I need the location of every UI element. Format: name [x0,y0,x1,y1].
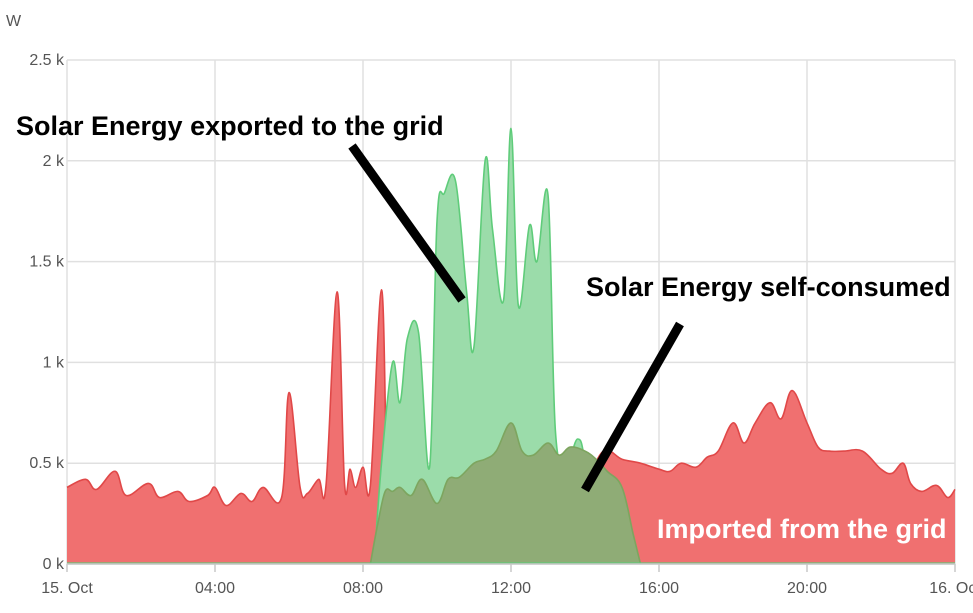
line-self_consumed [369,422,642,565]
x-tick-label: 20:00 [787,580,827,597]
pointer-exported [348,143,466,303]
axis-layer: W 0 k 0.5 k 1 k 1.5 k 2 k 2.5 k 15. Oct 04:00 08… [6,13,973,597]
y-tick-label: 2 k [43,153,65,170]
y-tick-label: 0 k [43,556,65,573]
annotation-exported: Solar Energy exported to the grid [16,111,444,141]
y-axis-title: W [6,13,22,30]
x-tick-label: 04:00 [195,580,235,597]
x-tick-label: 16. Oct [929,580,973,597]
x-tick-label: 15. Oct [41,580,93,597]
y-tick-label: 0.5 k [29,455,65,472]
pointer-self-consumed [581,321,684,493]
x-tick-label: 08:00 [343,580,383,597]
area-self_consumed [370,422,641,564]
x-tick-label: 16:00 [639,580,679,597]
annotation-layer: Solar Energy exported to the grid Solar … [16,111,951,544]
y-tick-label: 1 k [43,354,65,371]
series-layer [66,127,956,565]
annotation-imported: Imported from the grid [657,514,947,544]
y-tick-label: 1.5 k [29,254,65,271]
annotation-self-consumed: Solar Energy self-consumed [586,272,951,302]
area-imported [67,289,955,564]
line-exported [373,127,597,565]
x-tick-label: 12:00 [491,580,531,597]
y-tick-label: 2.5 k [29,52,65,69]
